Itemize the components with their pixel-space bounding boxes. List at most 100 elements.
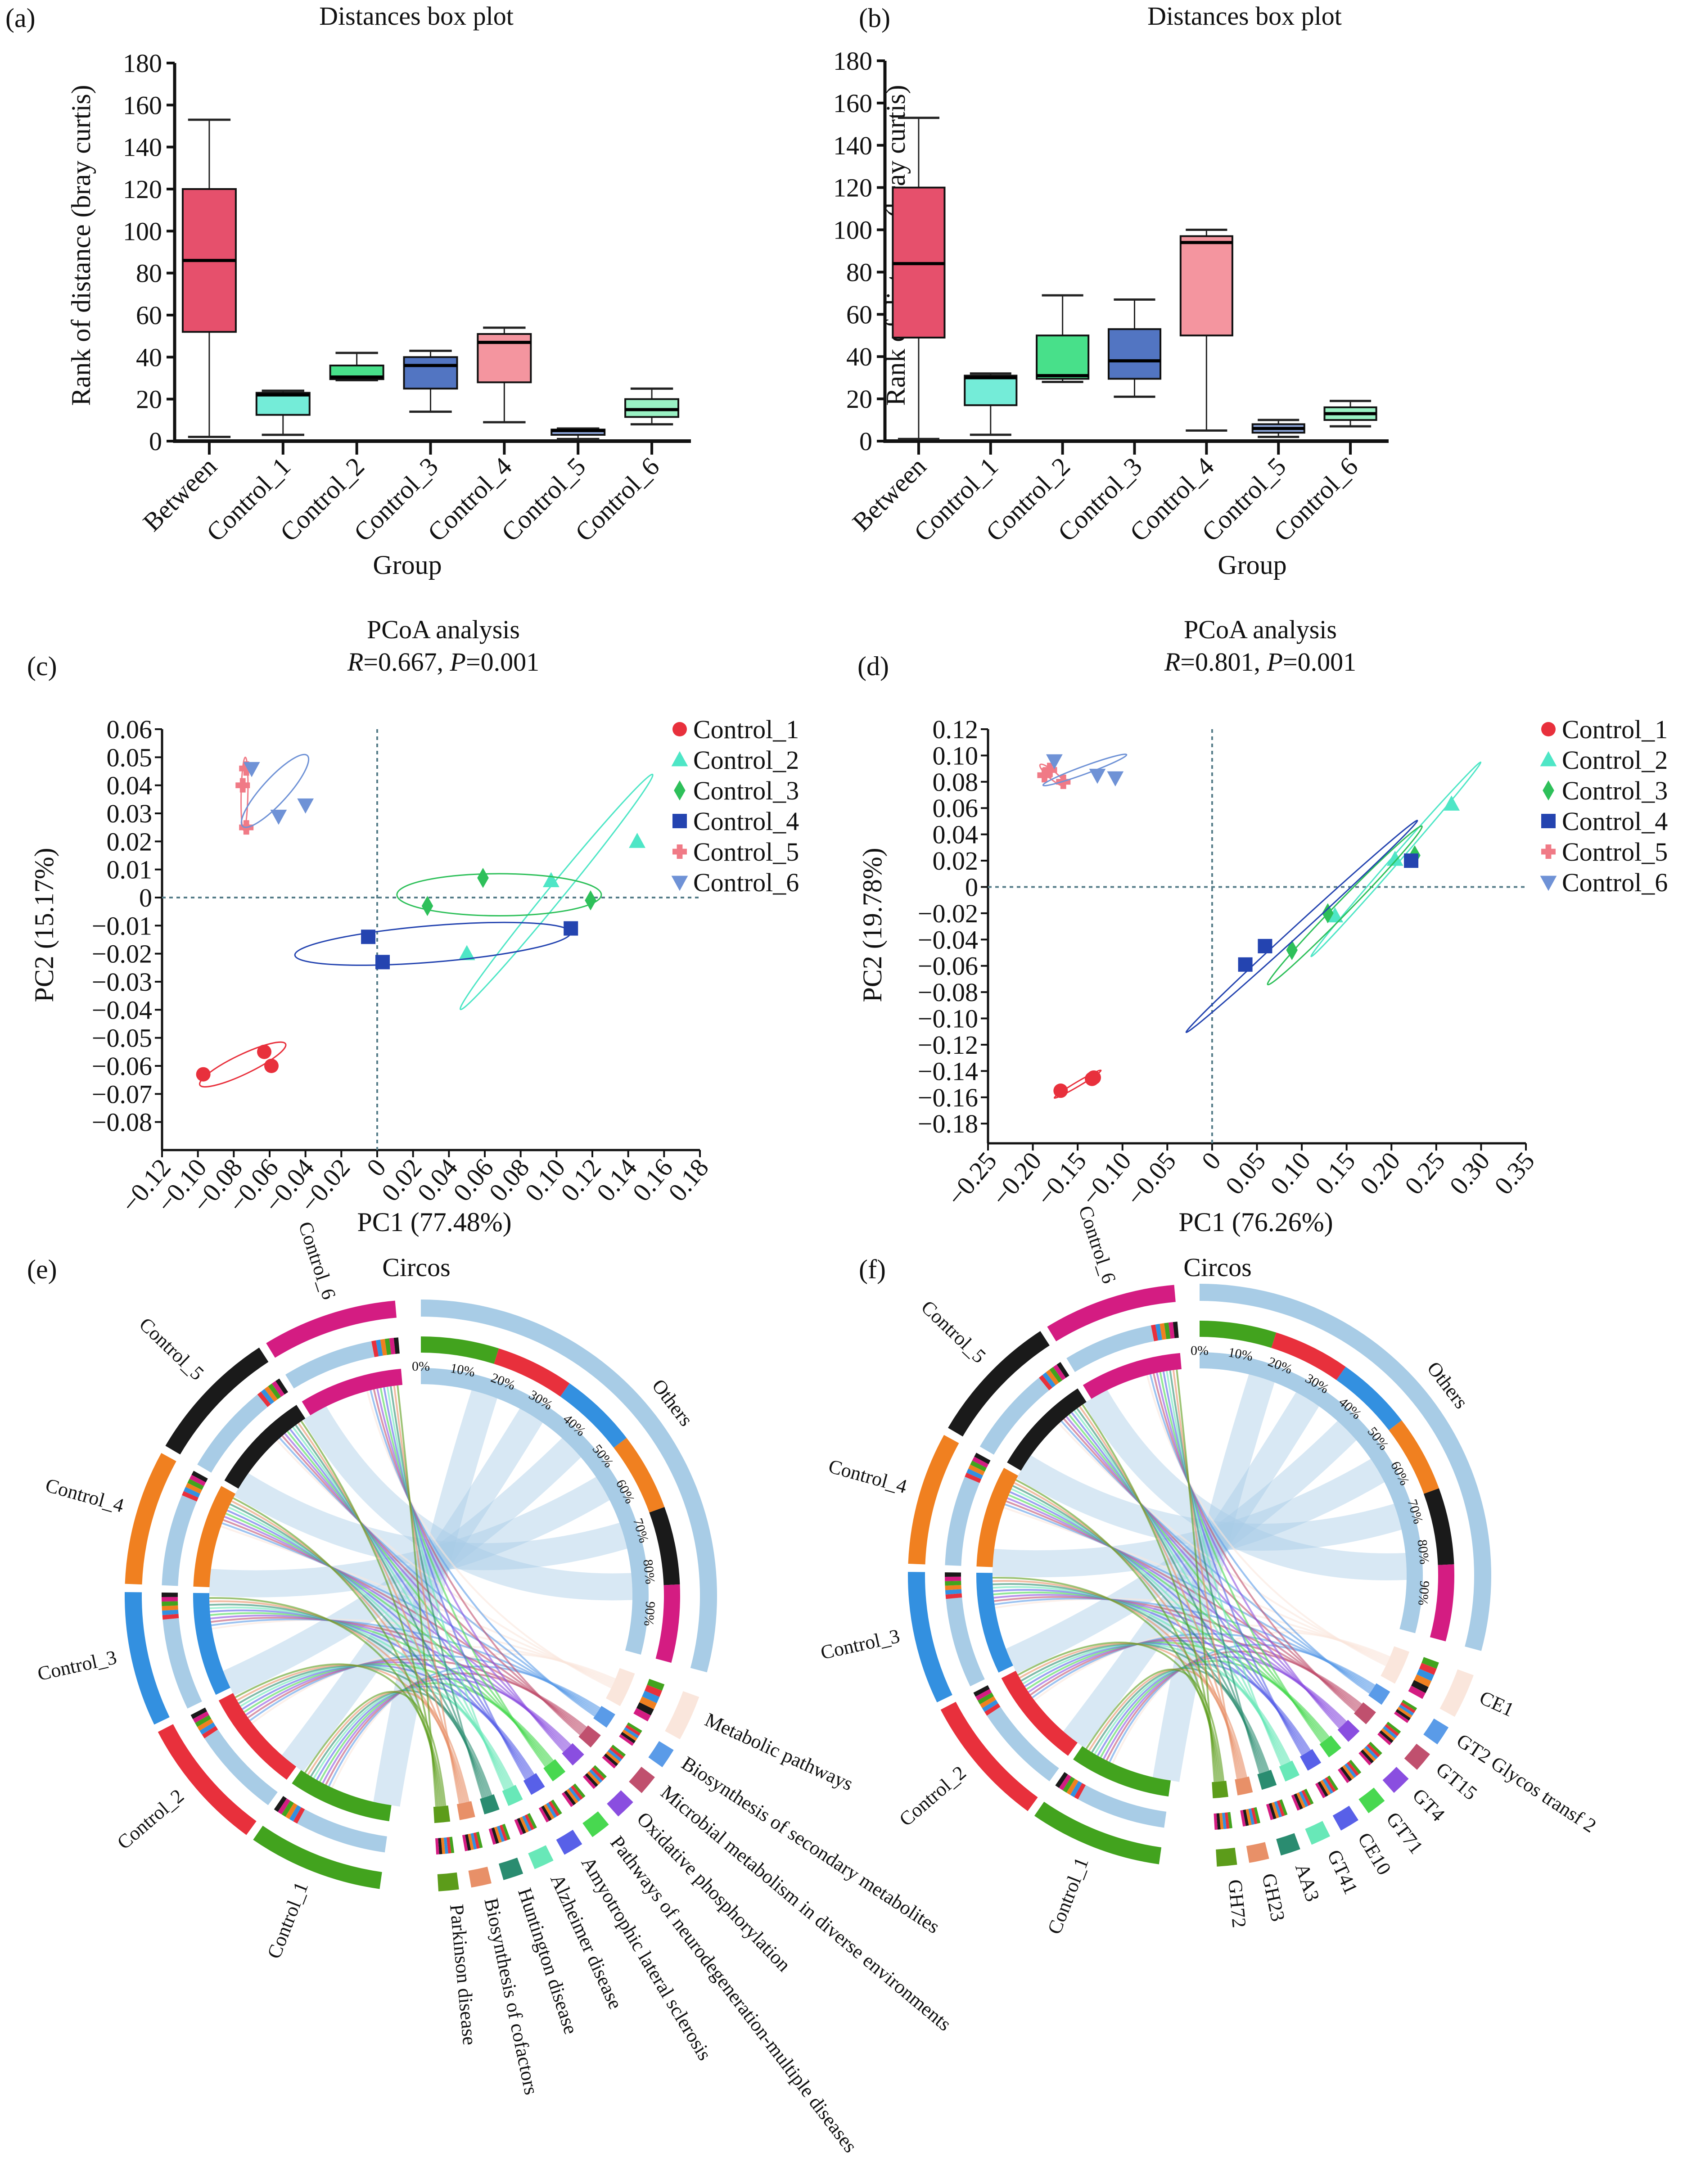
middle-ring-stripe [438, 1838, 442, 1855]
panel-c-pcoa: (c) PCoA analysis R=0.667, P=0.001 PC2 (… [27, 615, 799, 1237]
middle-ring-stripe [494, 1826, 502, 1843]
middle-ring-stripe [1227, 1812, 1232, 1829]
legend-item-Control_3: Control_3 [1543, 776, 1668, 805]
chord-link [373, 1389, 581, 1736]
box-iqr [1179, 235, 1233, 337]
y-tick-label: −0.02 [92, 939, 152, 969]
legend-item-Control_3: Control_3 [674, 776, 799, 805]
middle-ring-stripe [945, 1585, 961, 1590]
legend-label: Control_5 [693, 837, 799, 866]
outer-ring [1246, 1842, 1269, 1863]
confidence-ellipse [1267, 825, 1423, 986]
x-tick-label: 0.18 [663, 1153, 714, 1207]
y-tick-label: 0.01 [107, 855, 153, 884]
middle-ring-stripe [1056, 1362, 1069, 1378]
middle-ring-stripe [449, 1837, 455, 1854]
sample-sector-Control_4: Control_4 [826, 1435, 1018, 1567]
series-Control_1 [1053, 1069, 1102, 1099]
chart-subtitle: R=0.667, P=0.001 [347, 647, 539, 677]
middle-ring [979, 1377, 1049, 1455]
middle-ring-stripe [1164, 1322, 1171, 1340]
middle-ring-stripe [182, 1491, 199, 1502]
middle-ring [162, 1618, 202, 1709]
legend-label: Control_4 [1562, 807, 1668, 836]
box-Between [892, 117, 946, 440]
marker-square [1238, 957, 1253, 972]
plot-area: 0.060.050.040.030.020.010−0.01−0.02−0.03… [92, 715, 714, 1218]
sector-label: CE1 [1476, 1687, 1518, 1721]
middle-ring-stripe [465, 1834, 471, 1851]
y-tick-label: 180 [123, 49, 162, 78]
inner-ring [502, 1785, 523, 1806]
middle-ring-stripe [979, 1696, 996, 1708]
middle-ring-stripe [972, 1457, 989, 1468]
outer-ring [665, 1691, 699, 1740]
middle-ring-stripe [162, 1610, 179, 1615]
y-tick-label: −0.08 [92, 1108, 152, 1137]
inner-ring [480, 1794, 500, 1814]
x-tick-label: −0.20 [986, 1146, 1047, 1212]
y-tick-label: 140 [123, 133, 162, 162]
middle-ring-stripe [1053, 1364, 1066, 1381]
confidence-ellipse [1053, 1069, 1102, 1099]
middle-ring-stripe [293, 1807, 305, 1824]
chord-link [1172, 1370, 1239, 1779]
middle-ring [1078, 1785, 1167, 1828]
legend-item-Control_2: Control_2 [671, 745, 799, 775]
confidence-ellipse [294, 921, 572, 966]
middle-ring-stripe [468, 1833, 474, 1850]
middle-ring-stripe [1360, 1749, 1374, 1764]
middle-ring-stripe [1155, 1323, 1163, 1341]
middle-ring-stripe [1266, 1804, 1274, 1820]
marker-triangle-up [1327, 907, 1344, 923]
middle-ring-stripe [591, 1767, 605, 1781]
percent-tick-label: 0% [1191, 1343, 1209, 1358]
y-tick-label: 0 [149, 427, 162, 456]
chart-title: Distances box plot [319, 1, 514, 31]
percent-tick-label: 90% [1415, 1580, 1432, 1606]
marker-triangle-down [1089, 768, 1106, 784]
middle-ring-stripe [1385, 1724, 1399, 1737]
series-Control_6 [1042, 754, 1128, 787]
middle-ring-stripe [622, 1729, 637, 1741]
middle-ring-stripe [582, 1775, 596, 1789]
inner-ring [1354, 1702, 1376, 1724]
middle-ring-stripe [517, 1818, 526, 1834]
y-tick-label: 0 [965, 872, 978, 902]
middle-ring-stripe [1342, 1765, 1354, 1780]
chord-link [236, 1664, 468, 1803]
middle-ring-stripe [645, 1684, 662, 1697]
middle-ring-stripe [1340, 1766, 1352, 1782]
middle-ring-stripe [1320, 1780, 1331, 1796]
middle-ring-stripe [473, 1832, 480, 1849]
chord-link [1149, 1374, 1371, 1694]
confidence-ellipse [199, 1041, 287, 1088]
middle-ring-stripe [619, 1734, 634, 1746]
chords [209, 1385, 633, 1807]
sector-label: Control_6 [294, 1219, 340, 1302]
y-tick-label: −0.02 [918, 899, 978, 928]
middle-ring-stripe [491, 1827, 499, 1844]
middle-ring-stripe [649, 1507, 680, 1585]
sector-label: Control_1 [263, 1879, 312, 1962]
middle-ring-stripe [189, 1475, 206, 1486]
y-tick-label: 0.02 [107, 827, 153, 856]
y-tick-label: 60 [846, 300, 872, 329]
middle-ring-stripe [974, 1453, 991, 1464]
legend-label: Control_6 [1562, 868, 1668, 897]
marker-triangle-down [1540, 875, 1557, 891]
legend-item-Control_5: Control_5 [672, 837, 799, 866]
y-tick-label: 140 [833, 131, 872, 160]
y-tick-label: 0.06 [107, 715, 153, 744]
middle-ring-stripe [197, 1719, 214, 1731]
marker-square [1404, 853, 1419, 868]
y-tick-label: −0.03 [92, 967, 152, 997]
inner-ring [562, 1743, 584, 1766]
middle-ring-stripe [1430, 1564, 1454, 1642]
inner-ring [606, 1668, 635, 1706]
sample-sector-Control_6: Control_6 [266, 1219, 403, 1416]
middle-ring-stripe [1151, 1324, 1158, 1341]
middle-ring [297, 1809, 387, 1853]
y-axis-title: PC2 (19.78%) [857, 848, 887, 1002]
y-tick-label: 100 [833, 216, 872, 245]
